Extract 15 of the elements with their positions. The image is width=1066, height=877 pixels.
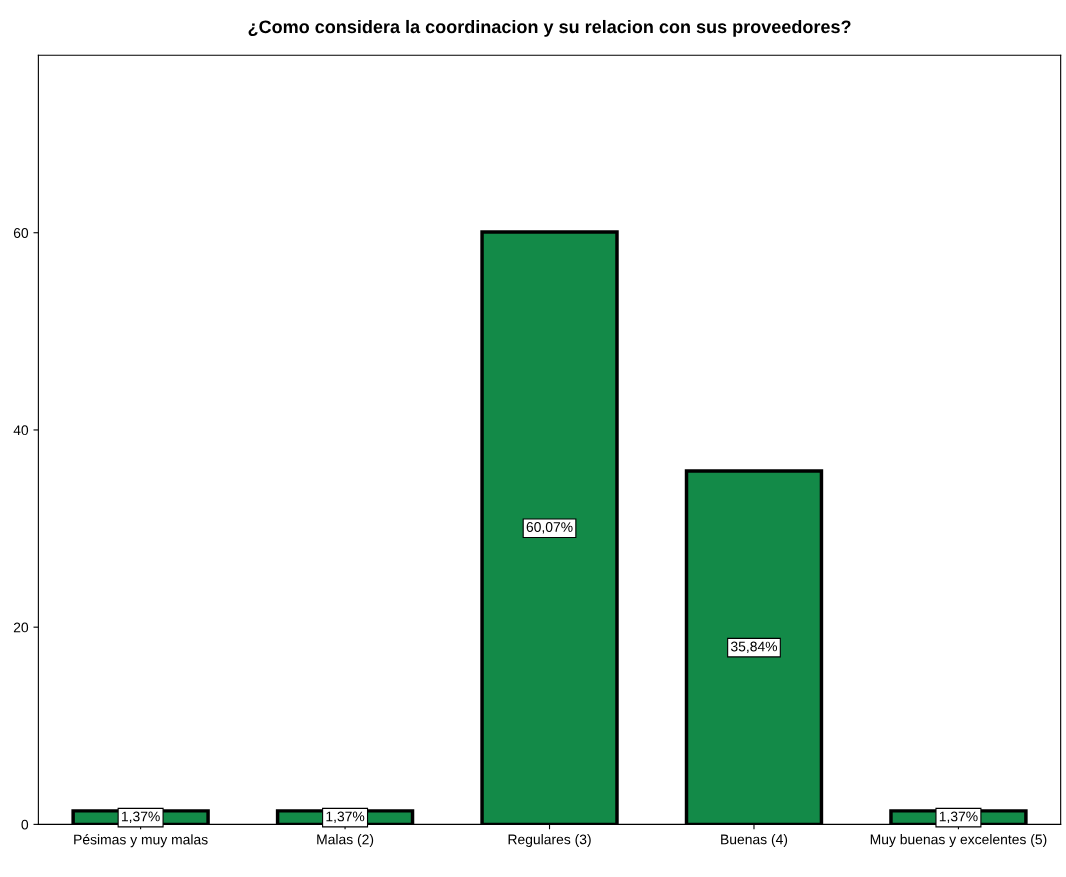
x-tick-label: Malas (2) [317, 834, 374, 848]
data-label: 35,84% [730, 641, 778, 654]
x-tick-label: Buenas (4) [721, 834, 788, 848]
data-label: 1,37% [121, 811, 160, 823]
y-tick-label: 40 [13, 425, 29, 436]
data-label: 1,37% [939, 811, 978, 823]
y-tick-label: 20 [13, 622, 29, 633]
data-label: 60,07% [526, 522, 573, 534]
x-tick-label: Muy buenas y excelentes (5) [870, 834, 1047, 848]
x-tick-label: Regulares (3) [508, 834, 591, 848]
x-tick-label: Pésimas y muy malas [74, 834, 208, 848]
chart-title: ¿Como considera la coordinacion y su relacion con sus proveedores? [248, 19, 851, 37]
data-label: 1,37% [326, 811, 365, 823]
y-tick-label: 0 [21, 819, 29, 830]
y-tick-label: 60 [13, 228, 29, 238]
